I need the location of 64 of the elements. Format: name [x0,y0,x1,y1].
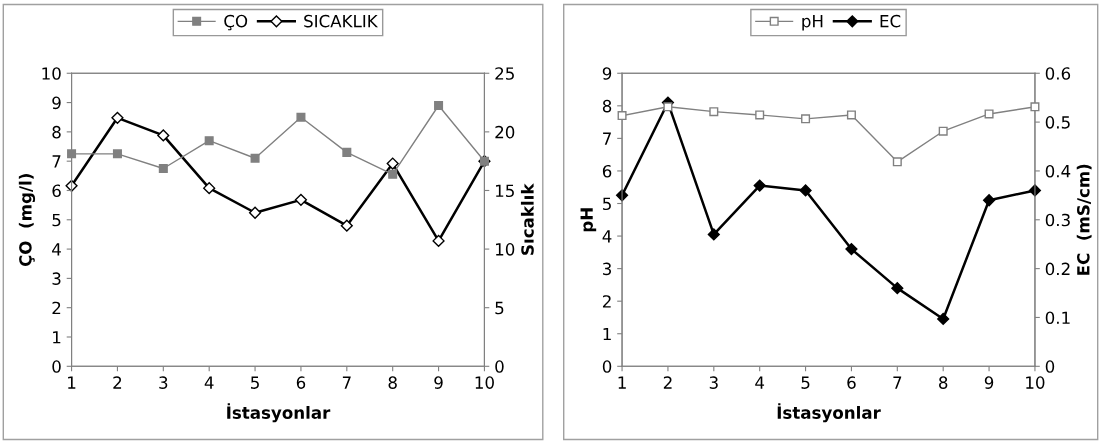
y-tick-label: 8 [52,125,61,139]
x-tick-label: 1 [618,376,626,389]
x-tick-label: 9 [984,376,994,389]
x-tick-label: 6 [847,376,856,389]
y-tick-label: 0 [602,360,612,373]
x-tick-label: 4 [204,376,214,389]
legend-label: pH [802,15,823,31]
y-tick-label: 6 [52,184,61,198]
x-tick-label: 6 [296,376,306,389]
y-tick-label: 4 [602,230,612,243]
y2-tick-label: 0.3 [1045,213,1070,227]
x-tick-label: 2 [663,376,672,389]
y-tick-label: 1 [603,327,611,341]
y-tick-label: 3 [603,262,612,276]
x-tick-label: 10 [1026,376,1045,389]
y-tick-label: 9 [602,67,612,80]
y2-tick-label: 0.5 [1045,116,1070,129]
legend-label: SICAKLIK [304,14,379,28]
y-tick-label: 10 [42,67,61,80]
x-tick-label: 8 [939,376,948,389]
x-tick-label: 1 [68,376,76,389]
y-tick-label: 0 [52,360,61,373]
y2-tick-label: 25 [495,67,514,80]
y2-tick-label: 0 [495,360,504,373]
y-tick-label: 6 [602,164,612,178]
x-tick-label: 5 [801,376,810,389]
y-tick-label: 3 [52,272,61,285]
y-tick-label: 5 [603,197,611,211]
y2-axis-title: EC (mS/cm) [1076,164,1092,275]
y-tick-label: 2 [52,301,61,315]
y2-tick-label: 0.6 [1045,67,1071,80]
x-tick-label: 4 [755,376,765,389]
legend-label: EC [880,14,901,28]
y-tick-label: 4 [52,243,61,256]
y2-tick-label: 0.4 [1045,164,1071,178]
y-axis-title: pH [580,208,597,232]
y-tick-label: 1 [53,331,61,344]
x-tick-label: 7 [893,376,902,389]
y2-tick-label: 0 [1045,360,1055,373]
y2-axis-title: Sıcaklık [520,183,534,255]
y2-tick-label: 0.1 [1045,311,1070,325]
y-tick-label: 2 [602,295,611,308]
y2-tick-label: 15 [495,184,514,198]
legend-label: ÇO [224,14,248,31]
y2-tick-label: 20 [495,125,515,139]
x-tick-label: 2 [113,376,122,389]
x-tick-label: 8 [388,376,397,389]
x-tick-label: 3 [709,376,718,389]
y2-tick-label: 5 [495,301,504,315]
x-axis-title: İstasyonlar [227,403,331,423]
y2-tick-label: 10 [495,243,515,256]
y-tick-label: 8 [602,99,612,113]
y-tick-label: 7 [52,155,61,168]
y2-tick-label: 0.2 [1045,262,1070,276]
y-tick-label: 7 [603,132,611,145]
y-tick-label: 5 [52,213,61,227]
x-tick-label: 10 [475,376,494,389]
x-tick-label: 5 [251,376,259,389]
x-tick-label: 9 [434,376,443,389]
x-axis-title: İstasyonlar [777,403,881,423]
x-tick-label: 3 [159,376,168,389]
y-tick-label: 9 [52,96,61,110]
y-axis-title: ÇO (mg/l) [18,174,36,267]
x-tick-label: 7 [342,376,351,389]
